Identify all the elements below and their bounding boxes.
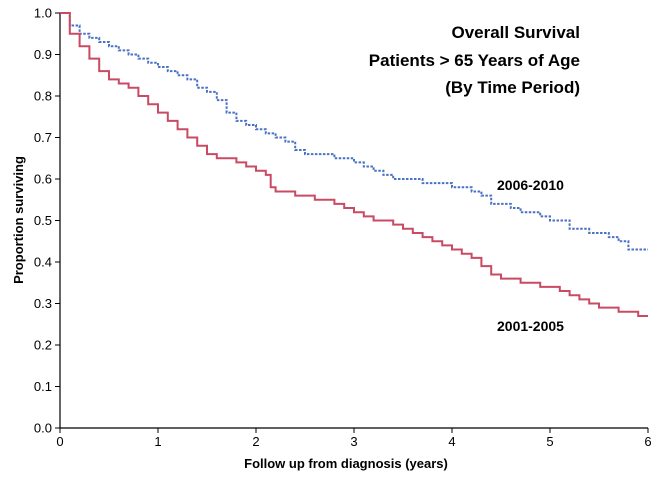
series-line-2006-2010 <box>60 12 648 251</box>
y-axis-title: Proportion surviving <box>11 156 26 284</box>
series-line-2001-2005 <box>60 12 648 317</box>
x-tick-label: 0 <box>56 434 63 449</box>
y-tick-label: 1.0 <box>34 6 52 21</box>
x-tick-label: 2 <box>252 434 259 449</box>
y-tick-label: 0.8 <box>34 89 52 104</box>
chart-title-line-2: Patients > 65 Years of Age <box>369 51 580 70</box>
y-tick-label: 0.5 <box>34 213 52 228</box>
series-lines <box>60 12 648 317</box>
y-tick-label: 0.7 <box>34 130 52 145</box>
y-tick-label: 0.6 <box>34 172 52 187</box>
x-tick-label: 3 <box>350 434 357 449</box>
y-tick-label: 0.0 <box>34 421 52 436</box>
chart-title-line-1: Overall Survival <box>451 23 580 42</box>
x-axis-title: Follow up from diagnosis (years) <box>244 456 448 471</box>
x-tick-label: 4 <box>448 434 455 449</box>
series-label-2006-2010: 2006-2010 <box>497 177 564 193</box>
x-tick-label: 6 <box>644 434 651 449</box>
chart-title-line-3: (By Time Period) <box>445 78 580 97</box>
axes: 0 1 2 3 4 5 6 0.0 0.1 0.2 0.3 0.4 0.5 0.6 0.7 0.8 0.9 1.… <box>34 6 652 450</box>
x-tick-label: 5 <box>546 434 553 449</box>
x-axis-ticks: 0 1 2 3 4 5 6 <box>56 428 652 449</box>
y-tick-label: 0.9 <box>34 47 52 62</box>
y-axis-ticks: 0.0 0.1 0.2 0.3 0.4 0.5 0.6 0.7 0.8 0.9 1.0 <box>34 6 60 436</box>
x-tick-label: 1 <box>154 434 161 449</box>
y-tick-label: 0.2 <box>34 338 52 353</box>
y-tick-label: 0.1 <box>34 379 52 394</box>
series-label-2001-2005: 2001-2005 <box>497 318 564 334</box>
y-tick-label: 0.3 <box>34 296 52 311</box>
y-tick-label: 0.4 <box>34 255 52 270</box>
